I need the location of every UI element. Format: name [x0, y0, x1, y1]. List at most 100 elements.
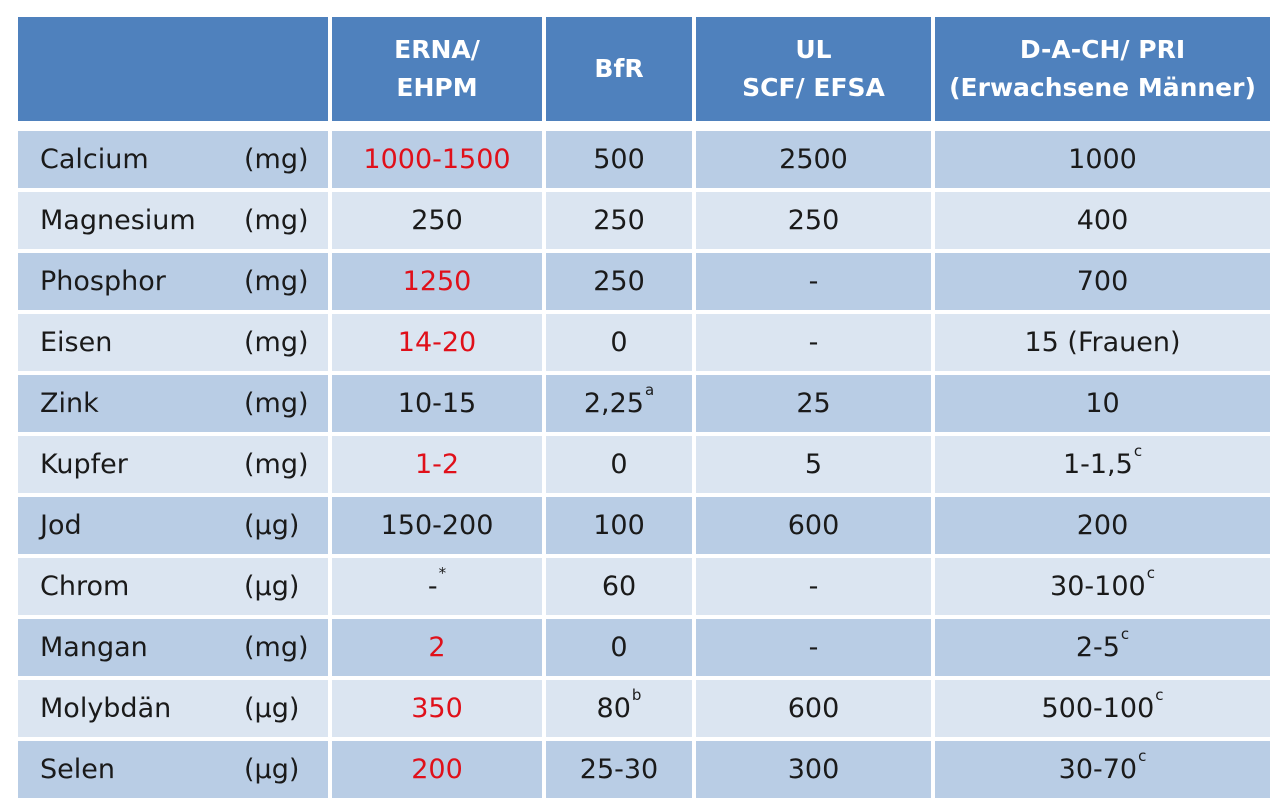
ul-value-cell: 25 — [696, 375, 931, 432]
ul-value: 600 — [787, 510, 840, 541]
ul-value-cell: - — [696, 619, 931, 676]
ul-value-cell: 5 — [696, 436, 931, 493]
erna-value: 150-200 — [380, 510, 494, 541]
nutrient-cell: Phosphor (mg) — [18, 253, 328, 310]
nutrient-name: Mangan — [40, 632, 148, 663]
header-dach-pri: D-A-CH/ PRI (Erwachsene Männer) — [935, 17, 1270, 121]
dach-footnote-mark: c — [1146, 563, 1155, 582]
nutrient-unit: (mg) — [244, 388, 309, 419]
header-erna-line2: EHPM — [396, 73, 478, 102]
table-header-row: ERNA/ EHPM BfR UL SCF/ EFSA D-A-CH/ PRI … — [18, 17, 1270, 121]
bfr-value: 25-30 — [579, 754, 659, 785]
ul-value-cell: 600 — [696, 497, 931, 554]
ul-value: 300 — [787, 754, 840, 785]
ul-value: - — [808, 571, 819, 602]
nutrient-unit: (mg) — [244, 327, 309, 358]
bfr-value: 0 — [610, 449, 628, 480]
table-row: Calcium (mg) 1000-1500 500 2500 1000 — [18, 131, 1270, 188]
nutrient-cell: Kupfer (mg) — [18, 436, 328, 493]
nutrient-cell: Chrom (µg) — [18, 558, 328, 615]
nutrient-unit: (mg) — [244, 632, 309, 663]
erna-value-cell: 10-15 — [332, 375, 542, 432]
ul-value: 25 — [796, 388, 831, 419]
ul-value-cell: 2500 — [696, 131, 931, 188]
nutrient-unit: (µg) — [244, 510, 300, 541]
header-dach-line1: D-A-CH/ PRI — [1019, 35, 1186, 64]
erna-value: 14-20 — [397, 327, 477, 358]
table-row: Magnesium (mg) 250 250 250 400 — [18, 192, 1270, 249]
nutrient-name: Phosphor — [40, 266, 166, 297]
nutrient-cell: Jod (µg) — [18, 497, 328, 554]
header-erna-ehpm: ERNA/ EHPM — [332, 17, 542, 121]
nutrient-table: ERNA/ EHPM BfR UL SCF/ EFSA D-A-CH/ PRI … — [18, 17, 1270, 802]
dach-value-cell: 30-100 c — [935, 558, 1270, 615]
header-bfr-label: BfR — [594, 54, 644, 83]
header-bfr: BfR — [546, 17, 692, 121]
bfr-value: 0 — [610, 632, 628, 663]
bfr-value-cell: 60 — [546, 558, 692, 615]
dach-value: 15 (Frauen) — [1024, 327, 1181, 358]
dach-value-cell: 10 — [935, 375, 1270, 432]
nutrient-cell: Magnesium (mg) — [18, 192, 328, 249]
nutrient-name: Jod — [40, 510, 82, 541]
erna-value-cell: 200 — [332, 741, 542, 798]
table-row: Eisen (mg) 14-20 0 - 15 (Frauen) — [18, 314, 1270, 371]
dach-value-cell: 500-100 c — [935, 680, 1270, 737]
table-row: Selen (µg) 200 25-30 300 30-70 c — [18, 741, 1270, 798]
dach-value: 30-100 — [1050, 571, 1146, 602]
header-erna-line1: ERNA/ — [394, 35, 480, 64]
dach-value-cell: 400 — [935, 192, 1270, 249]
bfr-value-cell: 250 — [546, 253, 692, 310]
dach-value-cell: 1000 — [935, 131, 1270, 188]
nutrient-name: Chrom — [40, 571, 130, 602]
erna-value: 200 — [411, 754, 463, 785]
erna-value-cell: 1-2 — [332, 436, 542, 493]
erna-value: 10-15 — [397, 388, 477, 419]
table-row: Chrom (µg) - * 60-30-100 c — [18, 558, 1270, 615]
bfr-value: 100 — [593, 510, 645, 541]
ul-value-cell: 300 — [696, 741, 931, 798]
dach-value: 1-1,5 — [1062, 449, 1133, 480]
erna-value-cell: 2 — [332, 619, 542, 676]
nutrient-cell: Calcium (mg) — [18, 131, 328, 188]
bfr-value-cell: 2,25 a — [546, 375, 692, 432]
bfr-value-cell: 0 — [546, 436, 692, 493]
erna-value: - — [427, 571, 438, 602]
nutrient-unit: (mg) — [244, 449, 309, 480]
header-ul-line2: SCF/ EFSA — [742, 73, 885, 102]
erna-footnote-mark: * — [438, 563, 447, 582]
bfr-value: 60 — [601, 571, 637, 602]
nutrient-name: Magnesium — [40, 205, 196, 236]
nutrient-cell: Zink (mg) — [18, 375, 328, 432]
bfr-value-cell: 500 — [546, 131, 692, 188]
dach-value: 30-70 — [1058, 754, 1138, 785]
table-row: Phosphor (mg) 1250 250 - 700 — [18, 253, 1270, 310]
nutrient-name: Kupfer — [40, 449, 128, 480]
erna-value-cell: 1250 — [332, 253, 542, 310]
ul-value-cell: 600 — [696, 680, 931, 737]
dach-value: 2-5 — [1075, 632, 1120, 663]
table-row: Molybdän (µg) 350 80 b 600 500-100 c — [18, 680, 1270, 737]
bfr-value-cell: 100 — [546, 497, 692, 554]
header-ul-scf-efsa: UL SCF/ EFSA — [696, 17, 931, 121]
header-empty-cell — [18, 17, 328, 121]
dach-value-cell: 30-70 c — [935, 741, 1270, 798]
nutrient-cell: Selen (µg) — [18, 741, 328, 798]
table-row: Kupfer (mg) 1-2 0 5 1-1,5 c — [18, 436, 1270, 493]
dach-value-cell: 200 — [935, 497, 1270, 554]
nutrient-unit: (mg) — [244, 205, 309, 236]
nutrient-cell: Mangan (mg) — [18, 619, 328, 676]
ul-value: - — [808, 632, 819, 663]
bfr-value: 0 — [610, 327, 628, 358]
dach-value: 700 — [1076, 266, 1129, 297]
dach-value-cell: 700 — [935, 253, 1270, 310]
nutrient-cell: Molybdän (µg) — [18, 680, 328, 737]
header-dach-line2: (Erwachsene Männer) — [949, 73, 1256, 102]
bfr-value: 250 — [593, 266, 645, 297]
erna-value: 350 — [411, 693, 463, 724]
nutrient-unit: (µg) — [244, 693, 300, 724]
table-row: Jod (µg) 150-200 100 600 200 — [18, 497, 1270, 554]
dach-footnote-mark: c — [1155, 685, 1164, 704]
erna-value-cell: 1000-1500 — [332, 131, 542, 188]
nutrient-cell: Eisen (mg) — [18, 314, 328, 371]
